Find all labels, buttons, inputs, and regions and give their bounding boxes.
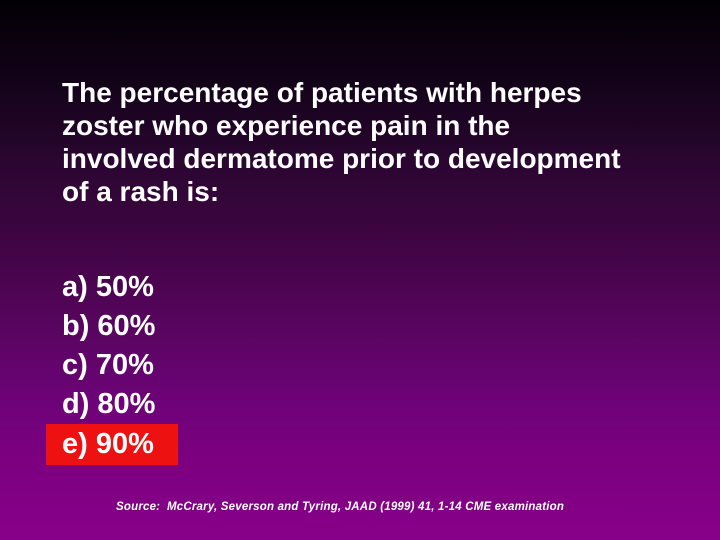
question-text: The percentage of patients with herpes z…	[62, 76, 621, 208]
answer-option-b: b) 60%	[62, 310, 156, 342]
source-citation: Source: McCrary, Severson and Tyring, JA…	[116, 501, 565, 513]
answer-option-a: a) 50%	[62, 271, 154, 303]
answer-option-e-highlighted: e) 90%	[46, 424, 178, 465]
answer-option-d: d) 80%	[62, 388, 156, 420]
question-line: involved dermatome prior to development	[62, 143, 621, 174]
question-line: The percentage of patients with herpes	[62, 77, 582, 108]
answer-option-c: c) 70%	[62, 349, 154, 381]
question-line: of a rash is:	[62, 176, 220, 207]
question-line: zoster who experience pain in the	[62, 110, 511, 141]
answer-options: a) 50% b) 60% c) 70% d) 80% e) 90%	[46, 268, 178, 465]
